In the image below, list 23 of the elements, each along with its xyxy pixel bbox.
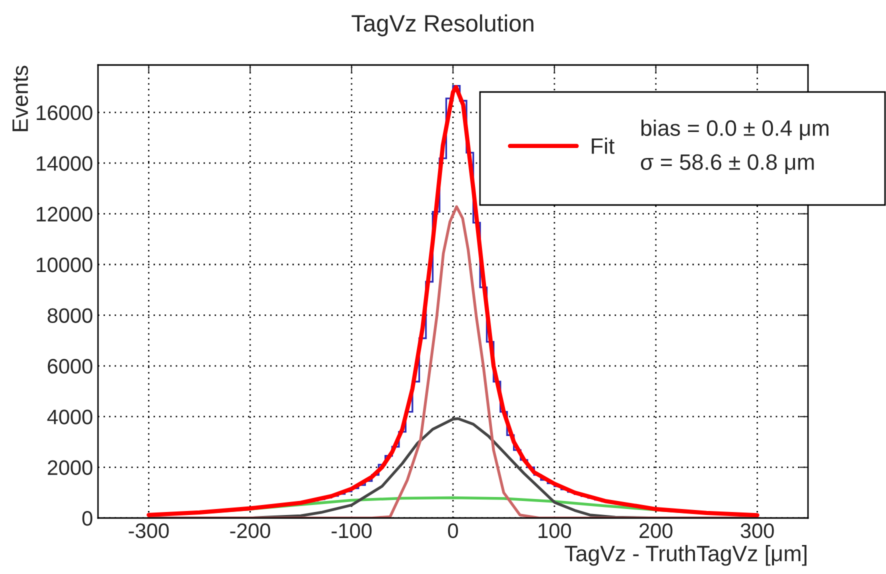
x-tick-label: 300 — [740, 523, 774, 538]
annotation: σ = 58.6 ± 0.8 μm — [640, 154, 814, 174]
y-tick-label: 2000 — [48, 460, 92, 476]
x-tick-label: -200 — [230, 523, 270, 538]
x-axis-title: TagVz - TruthTagVz [μm] — [564, 545, 806, 566]
chart-title: TagVz Resolution — [352, 14, 534, 36]
line-series — [147, 205, 759, 518]
y-tick-label: 12000 — [36, 206, 92, 222]
y-tick-label: 4000 — [47, 410, 92, 424]
y-tick-label: 0 — [82, 511, 92, 526]
legend-label: Fit — [592, 138, 615, 154]
x-tick-label: -100 — [332, 523, 372, 538]
x-tick-label: 100 — [538, 523, 571, 538]
x-tick-label: 0 — [448, 523, 458, 538]
y-tick-label: 10000 — [36, 258, 92, 272]
y-tick-label: 8000 — [48, 308, 92, 323]
y-tick-label: 14000 — [36, 156, 92, 171]
x-tick-label: -300 — [128, 523, 169, 538]
x-tick-label: 200 — [640, 523, 672, 538]
y-axis-title: Events — [12, 66, 28, 132]
annotation: bias = 0.0 ± 0.4 μm — [641, 120, 828, 140]
y-tick-label: 16000 — [36, 105, 92, 120]
y-tick-label: 6000 — [48, 358, 92, 374]
